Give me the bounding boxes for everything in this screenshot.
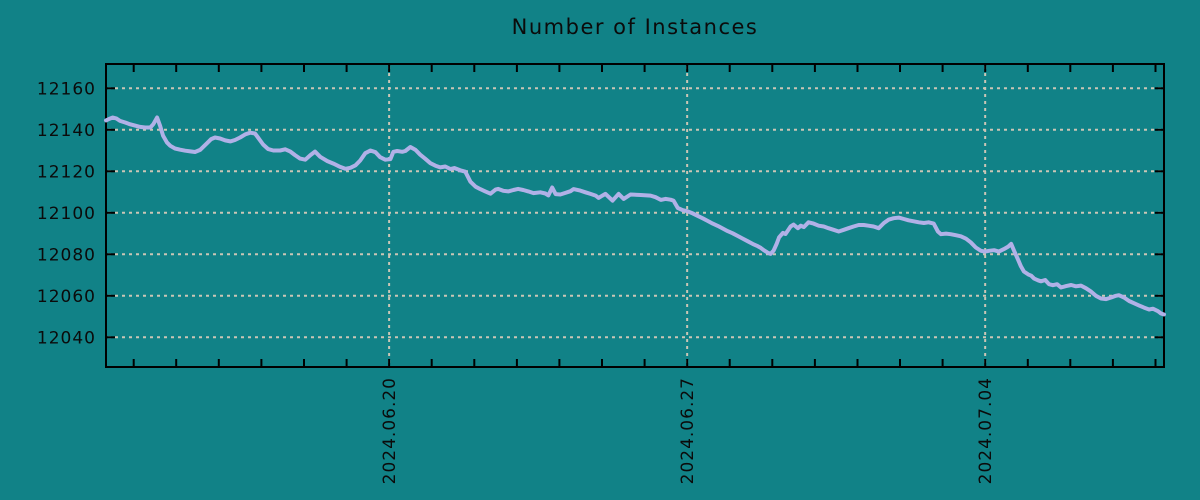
y-tick-label: 12120: [37, 162, 96, 182]
data-line: [104, 115, 1166, 317]
y-tick-label: 12080: [37, 245, 96, 265]
y-tick-label: 12160: [37, 79, 96, 99]
x-tick-label: 2024.06.27: [678, 377, 698, 484]
chart-title: Number of Instances: [511, 15, 759, 39]
x-tick-label: 2024.06.20: [380, 377, 400, 484]
x-tick-label: 2024.07.04: [976, 377, 996, 484]
y-tick-label: 12140: [37, 121, 96, 141]
y-tick-label: 12040: [37, 328, 96, 348]
y-tick-label: 12060: [37, 287, 96, 307]
y-tick-label: 12100: [37, 204, 96, 224]
plot-border: [105, 63, 1165, 368]
